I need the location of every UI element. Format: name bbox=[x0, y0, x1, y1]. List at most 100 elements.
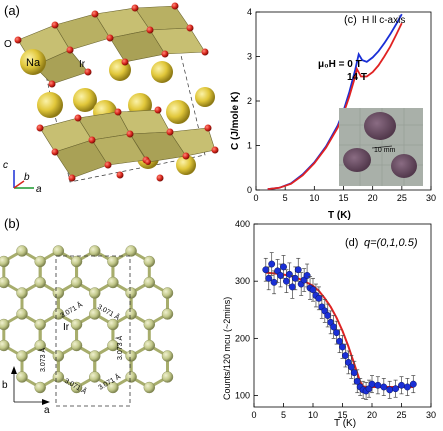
o-atom bbox=[156, 174, 164, 182]
ir-atom bbox=[70, 318, 83, 331]
ir-atom bbox=[34, 339, 46, 352]
data-point bbox=[333, 329, 341, 337]
o-atom bbox=[204, 124, 212, 132]
axis-label-c: c bbox=[3, 160, 8, 171]
ir-atom bbox=[89, 371, 101, 383]
label-na: Na bbox=[26, 57, 41, 69]
ir-atom bbox=[16, 308, 28, 320]
o-atom bbox=[106, 34, 114, 42]
data-point bbox=[409, 380, 417, 388]
data-point bbox=[262, 266, 270, 274]
ir-atom bbox=[89, 245, 101, 257]
x-tick-label: 15 bbox=[337, 410, 347, 420]
ir-atom bbox=[52, 287, 65, 299]
ir-atom bbox=[0, 339, 10, 352]
y-tick-label: 200 bbox=[235, 333, 250, 343]
o-atom bbox=[146, 26, 154, 34]
y-tick-label: 400 bbox=[235, 219, 250, 229]
panel-b: (b) Ir 3.071 Å 3.071 Å 3.073 Å 3.073 Å 3… bbox=[0, 216, 174, 416]
ir-atom bbox=[107, 318, 119, 331]
o-atom bbox=[14, 36, 22, 44]
ir-atom bbox=[125, 350, 137, 362]
ir-atom bbox=[16, 350, 28, 362]
ir-atom bbox=[125, 287, 137, 299]
data-point bbox=[265, 274, 273, 282]
o-atom bbox=[186, 24, 194, 32]
data-point bbox=[398, 381, 405, 389]
data-point bbox=[309, 286, 317, 294]
data-point bbox=[353, 377, 361, 385]
x-tick-label: 30 bbox=[426, 410, 436, 420]
data-point bbox=[315, 294, 323, 302]
ir-atom bbox=[52, 350, 65, 362]
o-atom bbox=[51, 148, 59, 156]
na-atom bbox=[37, 92, 63, 118]
x-tick-label: 5 bbox=[281, 410, 286, 420]
x-tick-label: 10 bbox=[309, 193, 319, 203]
crystal-sample bbox=[391, 154, 417, 178]
axis-ticks: 0 5 10 15 20 25 30 100 200 300 400 bbox=[235, 219, 436, 420]
ir-atom bbox=[89, 350, 101, 362]
y-tick-label: 100 bbox=[235, 391, 250, 401]
b-axis-arrow bbox=[13, 180, 25, 189]
o-atom bbox=[114, 108, 122, 116]
series-label-14T: 14 T bbox=[347, 72, 367, 83]
ir-atom bbox=[89, 287, 101, 299]
ir-atom bbox=[34, 255, 46, 268]
na-atom bbox=[176, 155, 196, 175]
o-atom bbox=[116, 171, 124, 179]
data-point bbox=[268, 260, 276, 268]
ir-atom bbox=[107, 255, 119, 268]
ir-atom bbox=[143, 339, 156, 352]
ir-atom bbox=[0, 255, 10, 268]
data-point bbox=[392, 385, 400, 393]
heat-capacity-curves bbox=[267, 13, 403, 190]
ir-atom bbox=[16, 371, 28, 383]
bond-length-label: 3.073 Å bbox=[38, 348, 47, 372]
o-atom bbox=[104, 161, 112, 169]
honeycomb-lattice bbox=[0, 245, 174, 394]
o-atom bbox=[182, 152, 190, 160]
ir-atom bbox=[161, 308, 174, 320]
x-tick-label: 25 bbox=[397, 193, 407, 203]
crystal-sample bbox=[343, 148, 371, 172]
data-point bbox=[336, 337, 343, 345]
na-atom bbox=[151, 61, 173, 83]
o-atom bbox=[171, 2, 179, 10]
upper-iro6-layer bbox=[17, 5, 206, 85]
na-atom bbox=[195, 87, 215, 107]
arrowhead bbox=[42, 399, 50, 405]
o-atom bbox=[91, 10, 99, 18]
ir-atom bbox=[125, 308, 137, 320]
bond-length-label: 3.073 Å bbox=[115, 336, 124, 360]
ir-atom bbox=[70, 381, 83, 394]
crystal-photo-inset: 10 mm bbox=[339, 108, 423, 186]
ir-atom bbox=[161, 287, 174, 299]
ir-atom bbox=[143, 318, 156, 331]
data-point bbox=[285, 270, 293, 278]
data-point bbox=[291, 274, 299, 282]
axis-label-a: a bbox=[44, 405, 50, 416]
x-tick-label: 30 bbox=[426, 193, 436, 203]
ir-atom bbox=[52, 245, 65, 257]
data-point bbox=[380, 383, 388, 391]
o-atom bbox=[131, 4, 139, 12]
o-atom bbox=[51, 21, 59, 29]
ir-atom bbox=[89, 308, 101, 320]
ir-atom bbox=[107, 381, 119, 394]
ir-atom bbox=[143, 255, 156, 268]
bond-length-label: 3.071 Å bbox=[96, 302, 122, 322]
lower-iro6-layer bbox=[39, 109, 216, 179]
scale-bar bbox=[371, 145, 393, 149]
series-label-0T: μ₀H = 0 T bbox=[318, 59, 362, 70]
axes-triad-a: c b a bbox=[3, 160, 42, 195]
ir-atom bbox=[125, 371, 137, 383]
arrowhead bbox=[11, 366, 17, 374]
x-tick-label: 10 bbox=[308, 410, 318, 420]
ir-atom bbox=[52, 371, 65, 383]
q-vector-label: q=(0,1,0.5) bbox=[364, 237, 418, 249]
data-point bbox=[303, 272, 311, 279]
x-axis-label: T (K) bbox=[328, 210, 351, 221]
o-atom bbox=[154, 106, 162, 114]
